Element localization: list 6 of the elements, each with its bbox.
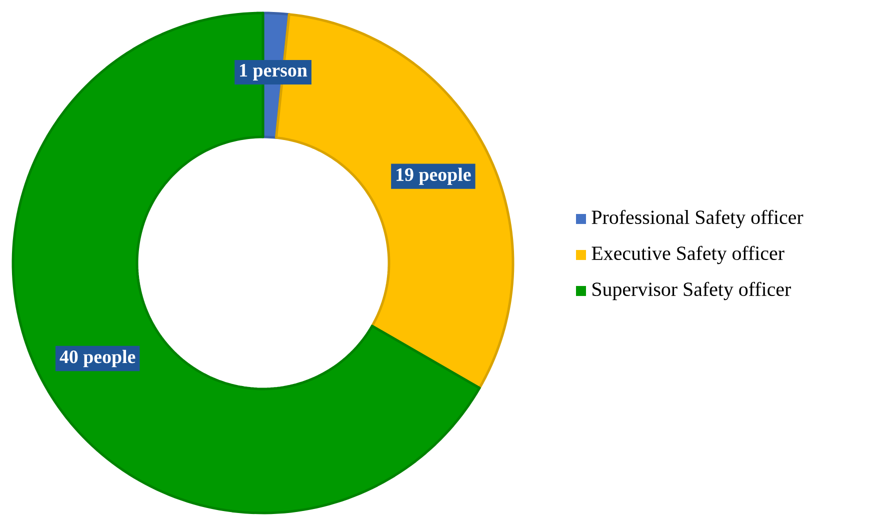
- legend-label: Supervisor Safety officer: [592, 282, 791, 300]
- legend-label: Executive Safety officer: [592, 246, 784, 264]
- legend-label: Professional Safety officer: [592, 210, 804, 228]
- data-label: 19 people: [396, 168, 471, 185]
- data-label: 1 person: [240, 64, 308, 81]
- data-label: 40 people: [60, 350, 136, 368]
